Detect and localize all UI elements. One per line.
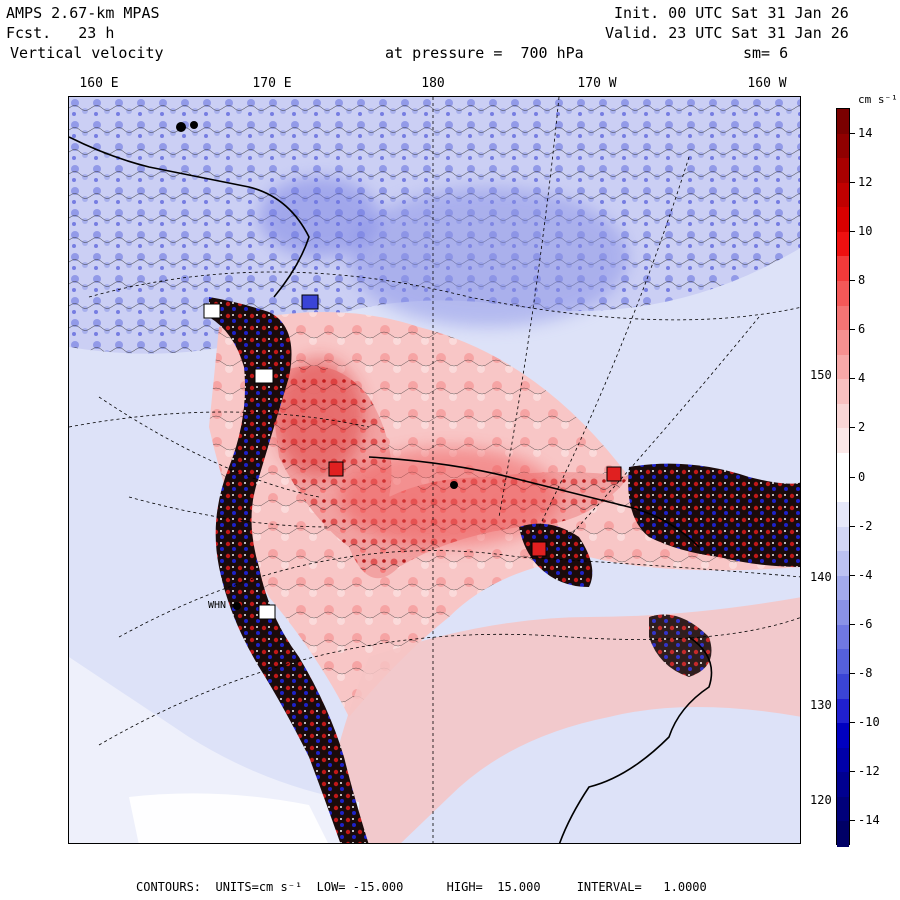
colorbar-tick-label: 2 <box>858 420 866 435</box>
colorbar-segment <box>837 747 849 773</box>
colorbar-units: cm s⁻¹ <box>858 93 898 106</box>
colorbar-tick-mark <box>850 378 855 380</box>
colorbar-tick-label: 10 <box>858 223 873 238</box>
lon-label-180: 180 <box>421 76 445 91</box>
colorbar-segment <box>837 674 849 700</box>
station-markers <box>176 121 622 620</box>
vertical-velocity-map <box>68 96 801 844</box>
colorbar-segment <box>837 649 849 675</box>
graticule <box>69 97 800 843</box>
colorbar-segment <box>837 109 849 135</box>
field-name: Vertical velocity <box>10 44 164 62</box>
colorbar-tick-mark <box>850 722 855 724</box>
station-label-whn: WHN <box>208 600 227 611</box>
colorbar-segment <box>837 231 849 257</box>
colorbar-segment <box>837 772 849 798</box>
colorbar-segment <box>837 600 849 626</box>
lon-label-170w: 170 W <box>577 76 617 91</box>
lon-label-170e: 170 E <box>252 76 292 91</box>
colorbar-segment <box>837 133 849 159</box>
colorbar-tick-label: -12 <box>858 764 880 779</box>
contour-info: CONTOURS: UNITS=cm s⁻¹ LOW= -15.000 HIGH… <box>136 880 707 894</box>
lon-label-160w: 160 W <box>747 76 787 91</box>
init-time: Init. 00 UTC Sat 31 Jan 26 <box>614 4 849 22</box>
colorbar-segment <box>837 330 849 356</box>
colorbar-segment <box>837 428 849 454</box>
valid-time: Valid. 23 UTC Sat 31 Jan 26 <box>605 24 849 42</box>
colorbar-tick-mark <box>850 820 855 822</box>
colorbar-segment <box>837 305 849 331</box>
colorbar-tick-mark <box>850 279 855 281</box>
colorbar-segment <box>837 158 849 184</box>
map-canvas <box>69 97 800 843</box>
colorbar-segment <box>837 354 849 380</box>
colorbar-tick-label: -10 <box>858 715 880 730</box>
colorbar-tick-label: 14 <box>858 125 873 140</box>
colorbar-tick-mark <box>850 329 855 331</box>
coastline <box>69 136 713 843</box>
colorbar-segment <box>837 821 849 847</box>
colorbar-tick-label: 12 <box>858 174 873 189</box>
colorbar-segment <box>837 796 849 823</box>
colorbar <box>836 108 850 847</box>
colorbar-tick-mark <box>850 181 855 183</box>
transantarctic-mountains <box>209 297 800 843</box>
colorbar-segment <box>837 477 849 503</box>
colorbar-tick-label: -4 <box>858 567 873 582</box>
colorbar-tick-mark <box>850 771 855 773</box>
colorbar-segment <box>837 452 849 479</box>
colorbar-tick-label: 6 <box>858 322 866 337</box>
colorbar-segment <box>837 551 849 577</box>
colorbar-segment <box>837 624 849 651</box>
colorbar-tick-label: -2 <box>858 518 873 533</box>
pressure-level: at pressure = 700 hPa <box>385 44 584 62</box>
lon-label-160e: 160 E <box>79 76 119 91</box>
colorbar-tick-mark <box>850 525 855 527</box>
colorbar-segment <box>837 403 849 429</box>
colorbar-tick-label: 0 <box>858 469 866 484</box>
colorbar-tick-label: -6 <box>858 616 873 631</box>
colorbar-tick-mark <box>850 574 855 576</box>
colorbar-tick-label: -8 <box>858 666 873 681</box>
colorbar-tick-mark <box>850 230 855 232</box>
colorbar-segment <box>837 256 849 282</box>
colorbar-tick-mark <box>850 476 855 478</box>
colorbar-segment <box>837 207 849 233</box>
colorbar-segment <box>837 723 849 749</box>
colorbar-segment <box>837 698 849 724</box>
forecast-hour: Fcst. 23 h <box>6 24 115 42</box>
colorbar-segment <box>837 182 849 208</box>
colorbar-tick-label: -14 <box>858 813 880 828</box>
smoothing-label: sm= 6 <box>743 44 789 62</box>
model-title: AMPS 2.67-km MPAS <box>6 4 160 22</box>
colorbar-segment <box>837 280 849 307</box>
colorbar-tick-mark <box>850 132 855 134</box>
colorbar-segment <box>837 526 849 552</box>
colorbar-tick-mark <box>850 427 855 429</box>
colorbar-segment <box>837 575 849 601</box>
colorbar-tick-label: 8 <box>858 272 866 287</box>
colorbar-segment <box>837 379 849 405</box>
colorbar-tick-mark <box>850 673 855 675</box>
colorbar-tick-label: 4 <box>858 371 866 386</box>
descent-region-north <box>69 97 800 354</box>
colorbar-tick-mark <box>850 623 855 625</box>
colorbar-segment <box>837 502 849 528</box>
